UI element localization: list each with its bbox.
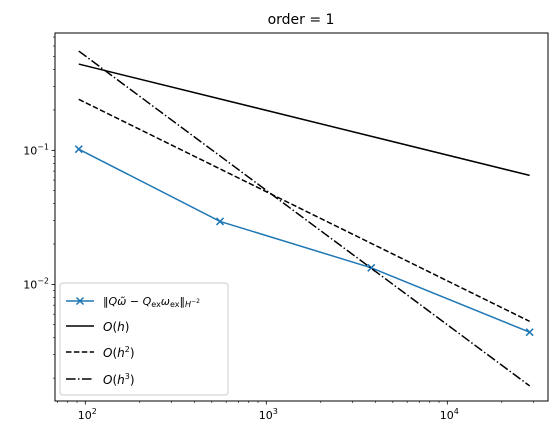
axis-ticks-layer: 102 103 104 10−1 10−2	[23, 36, 534, 422]
series-line-2	[78, 98, 530, 323]
x-tick-label-1: 103	[259, 407, 278, 422]
series-0-point-1	[216, 217, 225, 226]
series-0-point-3	[525, 328, 534, 337]
series-line-3	[78, 50, 531, 387]
legend-item-oh3: O(h3)	[66, 372, 135, 387]
y-tick-label-1: 10−2	[23, 276, 49, 291]
chart-title: order = 1	[268, 12, 335, 28]
plot-frame	[54, 32, 549, 402]
series-line-0	[78, 148, 530, 333]
legend-label-oh: O(h)	[103, 320, 129, 334]
legend-label-oh2: O(h2)	[103, 345, 135, 360]
legend-item-oh2: O(h2)	[66, 345, 135, 360]
series-0-point-0	[74, 145, 83, 154]
series-line-1	[78, 63, 530, 177]
x-tick-label-0: 102	[78, 407, 97, 422]
series-layer	[74, 50, 534, 387]
y-tick-label-0: 10−1	[23, 142, 49, 157]
legend-item-error: ‖Qω̃ − Qexωex‖H−2	[66, 295, 200, 309]
legend-box	[59, 282, 229, 396]
x-tick-label-2: 104	[440, 407, 459, 422]
legend-label-error: ‖Qω̃ − Qexωex‖H−2	[103, 295, 200, 309]
legend-marker-error	[75, 296, 85, 306]
legend: ‖Qω̃ − Qexωex‖H−2 O(h) O(h2) O(h3)	[59, 282, 229, 396]
legend-label-oh3: O(h3)	[103, 372, 135, 387]
legend-item-oh: O(h)	[66, 320, 129, 334]
